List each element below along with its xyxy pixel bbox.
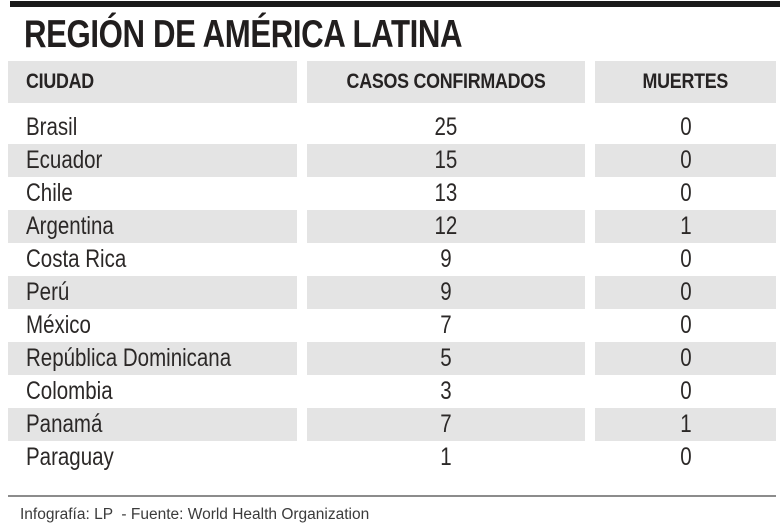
column-header-ciudad: CIUDAD bbox=[8, 61, 297, 103]
column-header-muertes: MUERTES bbox=[595, 61, 776, 103]
country-cell: Costa Rica bbox=[8, 243, 297, 276]
cases-cell: 7 bbox=[307, 309, 585, 342]
cases-value: 25 bbox=[434, 113, 458, 141]
column-header-label: CIUDAD bbox=[26, 70, 94, 93]
cases-cell: 12 bbox=[307, 210, 585, 243]
table-row: Argentina 12 1 bbox=[8, 210, 776, 243]
deaths-cell: 0 bbox=[595, 309, 776, 342]
table-row: Panamá 7 1 bbox=[8, 408, 776, 441]
cases-cell: 13 bbox=[307, 177, 585, 210]
country-label: Chile bbox=[26, 179, 73, 207]
cases-value: 5 bbox=[440, 344, 452, 372]
table-row: Chile 13 0 bbox=[8, 177, 776, 210]
table-row: Brasil 25 0 bbox=[8, 111, 776, 144]
deaths-cell: 0 bbox=[595, 144, 776, 177]
deaths-value: 0 bbox=[679, 377, 692, 405]
country-label: Argentina bbox=[26, 212, 114, 240]
cases-cell: 3 bbox=[307, 375, 585, 408]
deaths-value: 0 bbox=[679, 146, 692, 174]
footer-divider bbox=[8, 495, 776, 497]
country-cell: Brasil bbox=[8, 111, 297, 144]
country-cell: Perú bbox=[8, 276, 297, 309]
column-header-label: MUERTES bbox=[642, 70, 729, 93]
country-cell: Chile bbox=[8, 177, 297, 210]
top-rule bbox=[10, 1, 780, 7]
country-cell: Panamá bbox=[8, 408, 297, 441]
deaths-cell: 0 bbox=[595, 177, 776, 210]
cases-cell: 7 bbox=[307, 408, 585, 441]
country-cell: República Dominicana bbox=[8, 342, 297, 375]
deaths-value: 0 bbox=[679, 278, 692, 306]
deaths-value: 0 bbox=[679, 311, 692, 339]
cases-value: 12 bbox=[434, 212, 458, 240]
table-header-row: CIUDAD CASOS CONFIRMADOS MUERTES bbox=[8, 61, 776, 103]
deaths-cell: 0 bbox=[595, 342, 776, 375]
column-header-casos-confirmados: CASOS CONFIRMADOS bbox=[307, 61, 585, 103]
country-cell: México bbox=[8, 309, 297, 342]
country-label: Colombia bbox=[26, 377, 113, 405]
country-cell: Paraguay bbox=[8, 441, 297, 474]
table-row: Paraguay 1 0 bbox=[8, 441, 776, 474]
country-label: Paraguay bbox=[26, 443, 114, 471]
deaths-value: 0 bbox=[679, 245, 692, 273]
country-label: Perú bbox=[26, 278, 70, 306]
deaths-cell: 1 bbox=[595, 210, 776, 243]
cases-cell: 25 bbox=[307, 111, 585, 144]
deaths-cell: 0 bbox=[595, 243, 776, 276]
cases-value: 3 bbox=[440, 377, 452, 405]
cases-value: 9 bbox=[440, 245, 452, 273]
cases-cell: 9 bbox=[307, 276, 585, 309]
cases-cell: 1 bbox=[307, 441, 585, 474]
cases-value: 1 bbox=[440, 443, 452, 471]
country-cell: Argentina bbox=[8, 210, 297, 243]
deaths-value: 0 bbox=[679, 179, 692, 207]
column-header-label: CASOS CONFIRMADOS bbox=[346, 70, 546, 93]
table-row: Costa Rica 9 0 bbox=[8, 243, 776, 276]
deaths-value: 1 bbox=[679, 212, 692, 240]
page-title: REGIÓN DE AMÉRICA LATINA bbox=[24, 13, 463, 56]
deaths-value: 0 bbox=[679, 344, 692, 372]
deaths-cell: 0 bbox=[595, 111, 776, 144]
country-label: República Dominicana bbox=[26, 344, 232, 372]
country-label: Brasil bbox=[26, 113, 78, 141]
table-row: México 7 0 bbox=[8, 309, 776, 342]
deaths-cell: 0 bbox=[595, 375, 776, 408]
cases-value: 15 bbox=[434, 146, 458, 174]
cases-value: 7 bbox=[440, 311, 452, 339]
table-row: Perú 9 0 bbox=[8, 276, 776, 309]
country-cell: Ecuador bbox=[8, 144, 297, 177]
table-body: Brasil 25 0 Ecuador 15 0 Chile 13 0 Arge… bbox=[8, 111, 776, 474]
country-label: Costa Rica bbox=[26, 245, 127, 273]
table-row: Colombia 3 0 bbox=[8, 375, 776, 408]
cases-value: 7 bbox=[440, 410, 452, 438]
cases-cell: 15 bbox=[307, 144, 585, 177]
table-row: Ecuador 15 0 bbox=[8, 144, 776, 177]
country-label: Panamá bbox=[26, 410, 103, 438]
deaths-cell: 0 bbox=[595, 276, 776, 309]
deaths-cell: 1 bbox=[595, 408, 776, 441]
country-cell: Colombia bbox=[8, 375, 297, 408]
cases-cell: 5 bbox=[307, 342, 585, 375]
deaths-value: 0 bbox=[679, 443, 692, 471]
country-label: Ecuador bbox=[26, 146, 103, 174]
deaths-value: 0 bbox=[679, 113, 692, 141]
country-label: México bbox=[26, 311, 91, 339]
cases-value: 13 bbox=[434, 179, 458, 207]
table-row: República Dominicana 5 0 bbox=[8, 342, 776, 375]
footer-credit: Infografía: LP - Fuente: World Health Or… bbox=[20, 506, 370, 523]
deaths-cell: 0 bbox=[595, 441, 776, 474]
cases-value: 9 bbox=[440, 278, 452, 306]
deaths-value: 1 bbox=[679, 410, 692, 438]
cases-cell: 9 bbox=[307, 243, 585, 276]
